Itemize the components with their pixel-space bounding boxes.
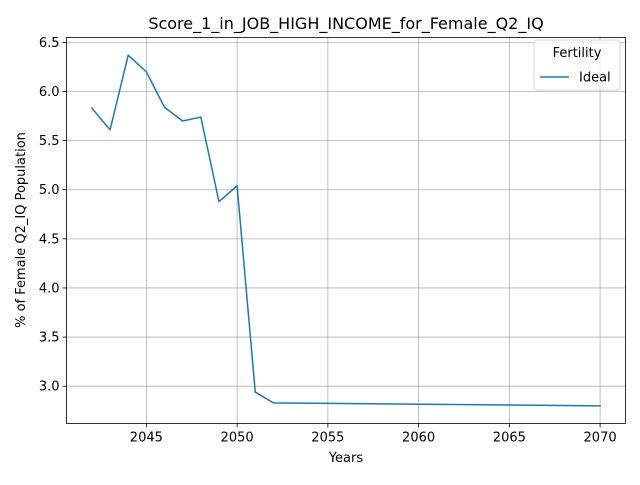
x-tick-label: 2050 — [221, 431, 254, 446]
y-tick-label: 3.5 — [39, 331, 60, 346]
x-tick-label: 2055 — [311, 431, 344, 446]
legend-entry-label: Ideal — [579, 71, 611, 86]
series-line-ideal — [90, 54, 601, 407]
y-tick-label: 3.0 — [39, 380, 60, 395]
plot-area-frame — [66, 37, 626, 424]
chart-title: Score_1_in_JOB_HIGH_INCOME_for_Female_Q2… — [148, 14, 543, 34]
legend: Fertility Ideal — [533, 39, 621, 91]
x-tick-label: 2065 — [493, 431, 526, 446]
y-tick-label: 6.0 — [39, 85, 60, 100]
legend-title: Fertility — [553, 46, 602, 61]
y-tick-label: 5.0 — [39, 183, 60, 198]
y-tick-label: 4.0 — [39, 281, 60, 296]
y-tick-label: 5.5 — [39, 134, 60, 149]
x-axis-label: Years — [328, 451, 364, 466]
x-tick-label: 2045 — [130, 431, 163, 446]
y-tick-label: 6.5 — [39, 36, 60, 51]
y-axis-label: % of Female Q2_IQ Population — [14, 132, 29, 328]
x-tick-label: 2060 — [402, 431, 435, 446]
y-tick-label: 4.5 — [39, 232, 60, 247]
x-tick-label: 2070 — [584, 431, 617, 446]
